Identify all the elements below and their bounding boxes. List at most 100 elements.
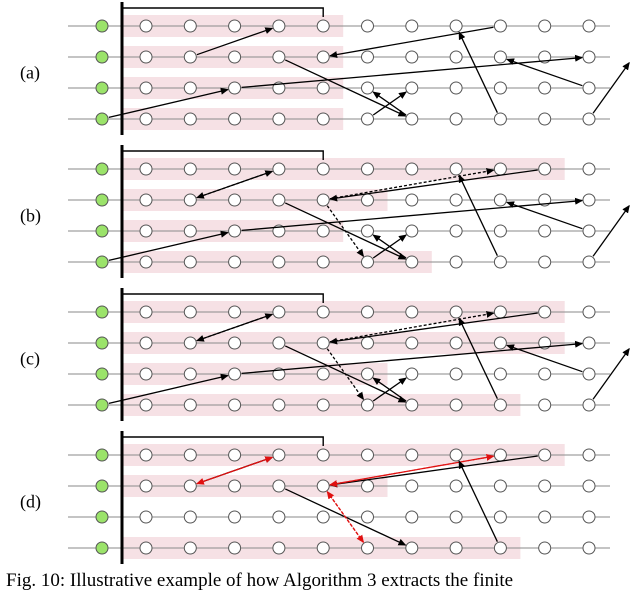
node bbox=[493, 50, 507, 64]
node bbox=[139, 193, 153, 207]
node bbox=[493, 305, 507, 319]
initial-node bbox=[95, 510, 109, 524]
node bbox=[361, 255, 374, 269]
node bbox=[139, 510, 153, 524]
node bbox=[361, 448, 374, 462]
node bbox=[183, 162, 197, 176]
arrow bbox=[372, 234, 407, 259]
node bbox=[493, 479, 507, 493]
panel-1: (b) bbox=[20, 145, 630, 278]
node bbox=[405, 112, 419, 126]
node bbox=[493, 162, 507, 176]
node bbox=[405, 162, 419, 176]
node bbox=[405, 50, 419, 64]
highlight-arrow bbox=[195, 456, 273, 485]
initial-node bbox=[95, 19, 109, 33]
node bbox=[405, 479, 419, 493]
node bbox=[272, 398, 286, 412]
node bbox=[139, 336, 153, 350]
node bbox=[316, 336, 330, 350]
arrow bbox=[592, 347, 630, 400]
node bbox=[582, 255, 596, 269]
node bbox=[272, 336, 286, 350]
node bbox=[183, 479, 197, 493]
node bbox=[183, 448, 197, 462]
dashed-arrow bbox=[329, 310, 495, 343]
arrow bbox=[241, 197, 584, 232]
node bbox=[361, 50, 374, 64]
node bbox=[493, 367, 507, 381]
arrow bbox=[506, 58, 583, 87]
node bbox=[228, 81, 242, 95]
initial-node bbox=[95, 398, 109, 412]
node bbox=[538, 479, 552, 493]
node bbox=[493, 112, 507, 126]
node bbox=[405, 81, 419, 95]
node bbox=[361, 305, 374, 319]
arrow bbox=[108, 87, 229, 119]
arrow bbox=[329, 455, 538, 488]
node bbox=[361, 541, 374, 555]
node bbox=[316, 19, 330, 33]
node bbox=[538, 162, 552, 176]
node bbox=[316, 398, 330, 412]
node bbox=[316, 305, 330, 319]
node bbox=[361, 479, 374, 493]
node bbox=[183, 398, 197, 412]
node bbox=[228, 224, 242, 238]
node bbox=[183, 367, 197, 381]
node bbox=[183, 510, 197, 524]
node bbox=[449, 19, 463, 33]
node bbox=[405, 336, 419, 350]
initial-node bbox=[95, 479, 109, 493]
node bbox=[361, 193, 374, 207]
node bbox=[493, 255, 507, 269]
node bbox=[582, 510, 596, 524]
node bbox=[582, 448, 596, 462]
node bbox=[228, 448, 242, 462]
node bbox=[538, 255, 552, 269]
node bbox=[228, 50, 242, 64]
node bbox=[538, 305, 552, 319]
node bbox=[316, 224, 330, 238]
node bbox=[272, 193, 286, 207]
node bbox=[316, 112, 330, 126]
node bbox=[316, 510, 330, 524]
node bbox=[493, 193, 507, 207]
node bbox=[538, 367, 552, 381]
node bbox=[139, 448, 153, 462]
node bbox=[183, 305, 197, 319]
node bbox=[183, 224, 197, 238]
node bbox=[183, 541, 197, 555]
node bbox=[316, 448, 330, 462]
node bbox=[228, 367, 242, 381]
arrow bbox=[458, 317, 498, 399]
bracket bbox=[122, 150, 324, 160]
arrow bbox=[592, 204, 630, 257]
node bbox=[405, 305, 419, 319]
node bbox=[449, 448, 463, 462]
node bbox=[228, 336, 242, 350]
node bbox=[316, 50, 330, 64]
node bbox=[316, 479, 330, 493]
arrow bbox=[108, 373, 229, 405]
node bbox=[272, 510, 286, 524]
node bbox=[405, 255, 419, 269]
node bbox=[139, 50, 153, 64]
node bbox=[493, 81, 507, 95]
arrow bbox=[458, 31, 498, 113]
initial-node bbox=[95, 193, 109, 207]
initial-node bbox=[95, 50, 109, 64]
initial-node bbox=[95, 224, 109, 238]
node bbox=[449, 81, 463, 95]
node bbox=[183, 255, 197, 269]
arrow bbox=[506, 201, 583, 230]
node bbox=[449, 255, 463, 269]
node bbox=[449, 479, 463, 493]
dashed-arrow bbox=[195, 313, 273, 342]
node bbox=[405, 224, 419, 238]
node bbox=[272, 448, 286, 462]
node bbox=[139, 541, 153, 555]
node bbox=[228, 541, 242, 555]
node bbox=[139, 112, 153, 126]
